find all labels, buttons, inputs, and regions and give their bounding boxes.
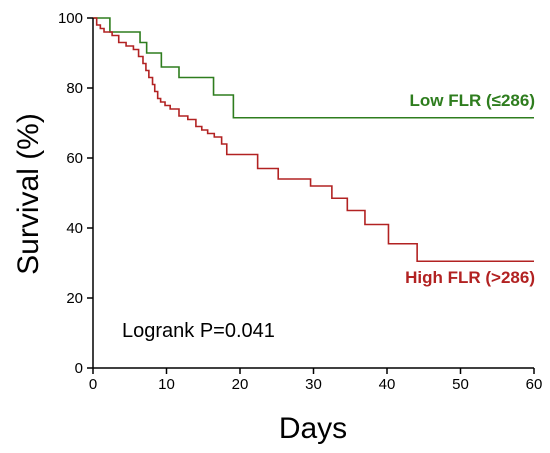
y-tick-label: 20 xyxy=(66,290,83,307)
y-tick-label: 40 xyxy=(66,220,83,237)
y-tick-label: 80 xyxy=(66,80,83,97)
x-tick-label: 10 xyxy=(158,376,175,393)
x-tick-label: 30 xyxy=(305,376,322,393)
y-tick-label: 60 xyxy=(66,150,83,167)
low-flr-label: Low FLR (≤286) xyxy=(410,91,536,110)
y-axis-title: Survival (%) xyxy=(12,113,45,275)
x-tick-label: 40 xyxy=(379,376,396,393)
ticks-layer: 0 10 20 30 40 50 60 0 20 40 60 80 100 xyxy=(58,10,542,393)
x-tick-label: 0 xyxy=(89,376,97,393)
x-tick-label: 50 xyxy=(452,376,469,393)
logrank-annotation: Logrank P=0.041 xyxy=(122,320,275,342)
x-axis-title: Days xyxy=(279,412,347,445)
high-flr-label: High FLR (>286) xyxy=(405,268,535,287)
y-tick-label: 0 xyxy=(75,360,83,377)
low-flr-survival-line xyxy=(93,17,534,119)
high-flr-survival-line xyxy=(93,17,534,263)
x-tick-label: 20 xyxy=(232,376,249,393)
y-tick-label: 100 xyxy=(58,10,83,27)
series-layer xyxy=(93,17,534,263)
x-tick-label: 60 xyxy=(526,376,543,393)
